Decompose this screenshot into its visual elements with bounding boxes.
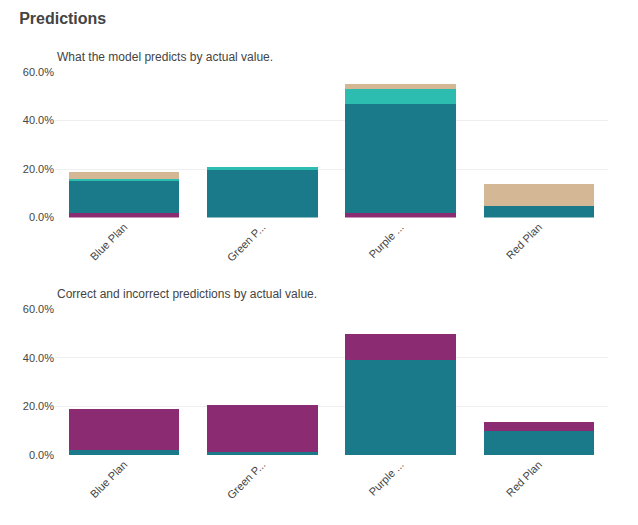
svg-text:Blue Plan: Blue Plan — [88, 458, 130, 500]
svg-text:Green P...: Green P... — [225, 458, 268, 501]
svg-text:60.0%: 60.0% — [23, 66, 54, 78]
svg-text:60.0%: 60.0% — [23, 303, 54, 315]
svg-text:40.0%: 40.0% — [23, 114, 54, 126]
svg-text:Red Plan: Red Plan — [504, 458, 544, 498]
svg-text:0.0%: 0.0% — [29, 449, 54, 461]
svg-text:Blue Plan: Blue Plan — [88, 221, 130, 263]
svg-text:Green P...: Green P... — [225, 221, 268, 264]
svg-text:40.0%: 40.0% — [23, 352, 54, 364]
svg-text:20.0%: 20.0% — [23, 163, 54, 175]
svg-text:What the model predicts by act: What the model predicts by actual value. — [57, 50, 273, 64]
svg-text:Predictions: Predictions — [19, 10, 106, 27]
svg-text:Correct and incorrect predicti: Correct and incorrect predictions by act… — [57, 287, 317, 301]
svg-text:20.0%: 20.0% — [23, 400, 54, 412]
svg-text:0.0%: 0.0% — [29, 211, 54, 223]
svg-text:Red Plan: Red Plan — [504, 221, 544, 261]
svg-text:Purple ...: Purple ... — [366, 221, 406, 261]
svg-text:Purple ...: Purple ... — [366, 458, 406, 498]
